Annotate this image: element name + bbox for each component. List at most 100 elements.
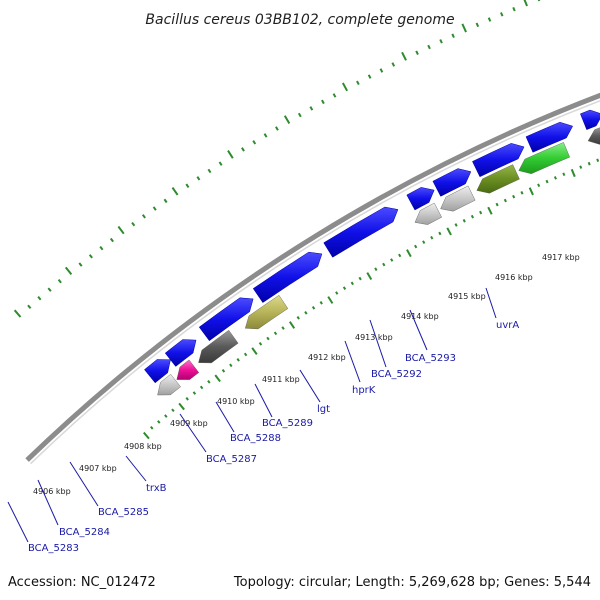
cds-reverse-bca-5285	[198, 329, 239, 364]
gene-leader-line	[344, 340, 361, 383]
inner-tick	[178, 402, 185, 411]
inner-tick	[266, 336, 270, 341]
outer-tick	[379, 68, 384, 73]
gene-leader-line	[485, 287, 497, 319]
kbp-label: 4907 kbp	[79, 464, 117, 473]
gene-leader-line	[69, 461, 99, 507]
kbp-label: 4911 kbp	[262, 375, 300, 384]
outer-tick	[391, 62, 396, 67]
inner-tick	[495, 202, 499, 207]
outer-tick	[461, 23, 467, 33]
outer-tick	[500, 12, 504, 17]
inner-tick	[537, 183, 541, 188]
backbone-inner-line	[30, 100, 600, 465]
feature-track	[144, 109, 600, 396]
kbp-label: 4913 kbp	[355, 333, 393, 342]
outer-tick	[297, 112, 302, 118]
cds-forward-10	[580, 109, 600, 130]
outer-tick	[13, 309, 22, 318]
outer-tick	[171, 186, 179, 196]
inner-tick	[366, 272, 373, 280]
cds-forward-7	[432, 168, 472, 197]
cds-forward-3	[198, 297, 254, 342]
gene-leader-line	[179, 413, 207, 453]
inner-tick	[562, 172, 566, 177]
kbp-label: 4917 kbp	[542, 253, 580, 262]
inner-tick	[221, 368, 226, 373]
inner-tick	[579, 165, 583, 169]
outer-tick	[227, 150, 234, 159]
kbp-label: 4908 kbp	[124, 442, 162, 451]
outer-tick	[88, 254, 93, 259]
gene-leader-line	[254, 383, 273, 418]
inner-tick	[281, 326, 285, 330]
gene-label: BCA_5285	[98, 507, 149, 518]
inner-tick	[273, 331, 278, 336]
outer-tick	[37, 296, 42, 301]
cds-reverse-bca-5284	[176, 359, 200, 380]
inner-tick	[288, 321, 296, 329]
gene-label: lgt	[317, 404, 330, 415]
inner-tick	[258, 341, 263, 346]
gene-label: uvrA	[496, 320, 519, 331]
gene-leader-line	[7, 501, 29, 543]
outer-tick	[117, 225, 125, 235]
inner-tick	[470, 214, 474, 219]
outer-tick	[141, 214, 146, 219]
inner-tick	[390, 258, 394, 262]
inner-tick	[406, 249, 412, 258]
kbp-label: 4909 kbp	[170, 419, 208, 428]
inner-tick	[311, 305, 316, 310]
inner-tick	[157, 420, 161, 424]
outer-tick-ring	[13, 0, 541, 318]
inner-tick	[382, 262, 386, 267]
outer-tick	[523, 0, 528, 7]
outer-tick	[252, 140, 257, 145]
outer-tick	[415, 50, 419, 55]
kbp-scale: 4906 kbp 4907 kbp 4908 kbp 4909 kbp 4910 kbp…	[33, 253, 580, 496]
cds-reverse-lgt	[476, 164, 520, 194]
inner-tick	[207, 380, 211, 384]
outer-tick	[241, 147, 245, 152]
cds-forward-9	[525, 121, 574, 153]
inner-tick	[335, 291, 339, 295]
inner-tick	[446, 227, 452, 236]
gene-leader-line	[37, 479, 59, 526]
inner-tick	[570, 168, 576, 178]
inner-tick	[479, 210, 483, 215]
inner-tick	[422, 240, 426, 244]
inner-tick	[192, 391, 197, 395]
outer-tick	[487, 17, 492, 22]
outer-tick	[321, 99, 325, 105]
inner-tick	[243, 352, 248, 357]
inner-tick	[296, 316, 300, 320]
inner-tick	[454, 223, 458, 227]
inner-tick	[503, 198, 507, 203]
inner-tick	[199, 385, 204, 390]
inner-tick	[229, 363, 233, 368]
cds-forward-1	[144, 359, 171, 384]
outer-tick	[427, 44, 431, 50]
gene-label: BCA_5292	[371, 369, 422, 380]
outer-tick	[451, 33, 455, 38]
outer-tick	[152, 206, 157, 211]
inner-tick	[596, 158, 600, 163]
outer-tick	[185, 183, 190, 188]
gene-label: BCA_5287	[206, 454, 257, 465]
cds-forward-4	[252, 251, 323, 303]
outer-tick	[356, 80, 360, 86]
inner-tick	[185, 396, 189, 401]
inner-tick	[487, 206, 493, 215]
gene-leader-line	[215, 401, 235, 433]
inner-tick	[327, 296, 334, 304]
outer-tick	[109, 237, 114, 243]
inner-tick-ring	[143, 158, 600, 440]
outer-tick	[47, 287, 52, 292]
inner-tick	[587, 161, 591, 166]
inner-tick	[143, 431, 150, 440]
inner-tick	[164, 414, 168, 418]
cds-reverse-bca-5288	[414, 202, 442, 225]
inner-tick	[438, 231, 442, 236]
genome-summary: Topology: circular; Length: 5,269,628 bp…	[233, 575, 591, 590]
